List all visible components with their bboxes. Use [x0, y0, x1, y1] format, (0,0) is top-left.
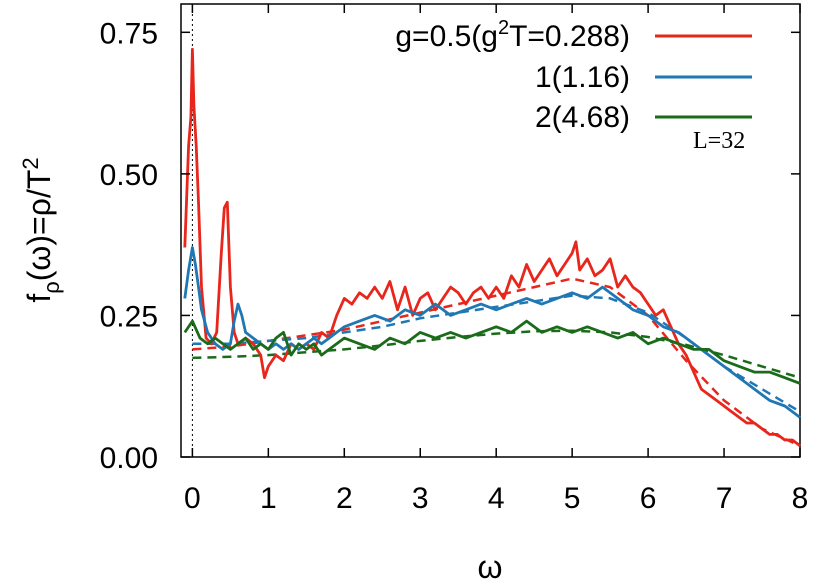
x-tick-label: 8: [792, 482, 809, 515]
series-line-0: [183, 47, 801, 447]
plot-frame: [180, 3, 801, 458]
legend-label-1: 1(1.16): [535, 61, 630, 94]
y-tick-label: 0.00: [100, 442, 158, 475]
x-axis-ticks: 0 1 2 3 4 5 6 7 8: [184, 4, 808, 515]
legend-label-2: 2(4.68): [535, 101, 630, 134]
x-tick-label: 5: [564, 482, 581, 515]
legend: g=0.5(g2T=0.288) 1(1.16) 2(4.68): [395, 17, 752, 134]
x-axis-title: ω: [478, 549, 503, 583]
y-tick-label: 0.25: [100, 300, 158, 333]
x-tick-label: 0: [184, 482, 201, 515]
y-axis-title: fρ(ω)=ρ/T2: [18, 157, 64, 302]
fit-curve-1: [192, 294, 801, 413]
plot-area: [180, 3, 801, 458]
y-tick-label: 0.75: [100, 17, 158, 50]
x-tick-label: 1: [260, 482, 277, 515]
x-tick-label: 3: [412, 482, 429, 515]
legend-label-0: g=0.5(g2T=0.288): [395, 17, 630, 53]
fit-curve-2: [192, 329, 801, 379]
x-tick-label: 7: [716, 482, 733, 515]
series-line-2: [183, 319, 801, 385]
x-tick-label: 6: [640, 482, 657, 515]
y-tick-label: 0.50: [100, 159, 158, 192]
x-tick-label: 4: [488, 482, 505, 515]
fit-curves: [192, 277, 801, 447]
fit-curve-0: [192, 277, 801, 447]
lattice-size-note: L=32: [693, 128, 745, 154]
x-tick-label: 2: [336, 482, 353, 515]
y-axis-ticks: 0.00 0.25 0.50 0.75: [100, 17, 800, 475]
series-line-1: [183, 246, 801, 419]
data-series: [183, 47, 801, 447]
